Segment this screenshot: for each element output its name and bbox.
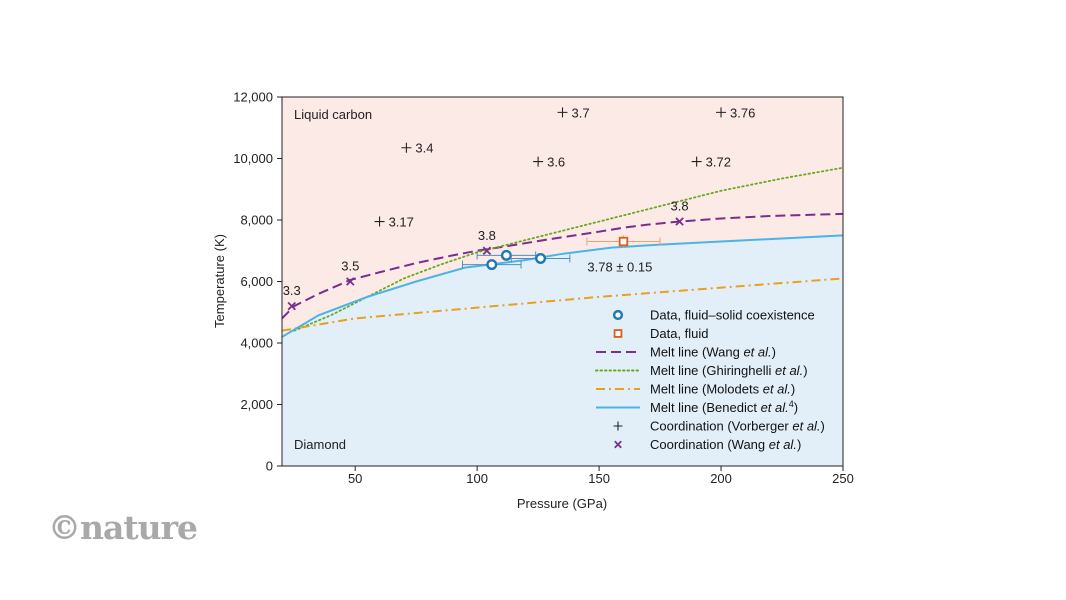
coordination-label: 3.3: [283, 283, 301, 298]
coordination-label: 3.5: [341, 259, 359, 274]
y-tick-label: 2,000: [240, 397, 273, 412]
coordination-label: 3.17: [389, 215, 414, 230]
legend-entry: Melt line (Benedict et al.4): [596, 399, 798, 415]
legend-entry: Melt line (Ghiringhelli et al.): [595, 363, 808, 378]
diamond-region: [282, 235, 843, 466]
region-label-liquid: Liquid carbon: [294, 107, 372, 122]
legend-label: Melt line (Wang et al.): [650, 345, 776, 360]
legend-label: Coordination (Vorberger et al.): [650, 419, 825, 434]
y-tick-label: 8,000: [240, 213, 273, 228]
x-marker: [346, 277, 355, 286]
x-marker: [482, 246, 492, 255]
x-axis-label: Pressure (GPa): [517, 496, 607, 511]
legend-label: Melt line (Molodets et al.): [650, 382, 795, 397]
legend-label: Data, fluid: [650, 326, 709, 341]
uncertainty-annotation: 3.78 ± 0.15: [587, 260, 652, 275]
x-tick-label: 150: [588, 471, 610, 486]
x-tick-label: 200: [710, 471, 732, 486]
region-label-solid: Diamond: [294, 437, 346, 452]
legend: Data, fluid–solid coexistence Data, fluid…: [595, 308, 825, 452]
y-tick-label: 6,000: [240, 274, 273, 289]
legend-entry: Melt line (Wang et al.): [596, 345, 776, 360]
y-axis-label: Temperature (K): [212, 234, 227, 328]
coordination-label: 3.6: [547, 155, 565, 170]
x-tick-label: 250: [832, 471, 854, 486]
coexistence-marker: [535, 252, 547, 264]
x-marker: [614, 440, 622, 449]
y-tick-label: 10,000: [233, 151, 273, 166]
x-marker: [675, 217, 684, 226]
melt-line-series: [282, 277, 843, 332]
phase-regions: [282, 97, 843, 466]
coordination-label: 3.72: [706, 155, 731, 170]
axes: 50 100 150 200 250 0 2,000 4,000 6,000 8,000 10,00…: [233, 90, 854, 487]
x-tick-label: 100: [466, 471, 488, 486]
plus-marker: [533, 156, 544, 167]
data-points: 3.17 3.4 3.6 3.7 3.72 3.76 3.3 3.5 3.8 3.8: [283, 105, 755, 311]
plus-marker: [401, 142, 412, 153]
legend-entry: Coordination (Wang et al.): [614, 437, 801, 452]
x-tick-label: 50: [348, 471, 362, 486]
plus-marker: [557, 107, 568, 118]
coexistence-marker: [500, 249, 512, 261]
plus-marker: [716, 107, 727, 118]
plus-marker: [691, 156, 702, 167]
coordination-label: 3.8: [478, 228, 496, 243]
legend-entry: Coordination (Vorberger et al.): [613, 419, 825, 434]
legend-entry: Melt line (Molodets et al.): [596, 382, 795, 397]
legend-label: Melt line (Benedict et al.4): [650, 399, 798, 415]
y-tick-label: 4,000: [240, 336, 273, 351]
coordination-label: 3.76: [730, 105, 755, 120]
coordination-label: 3.7: [572, 105, 590, 120]
y-tick-label: 12,000: [233, 90, 273, 105]
coordination-label: 3.8: [671, 199, 689, 214]
melt-line-series: [282, 234, 843, 338]
coexistence-marker: [486, 259, 498, 271]
coexistence-marker: [612, 309, 624, 321]
coordination-label: 3.4: [415, 141, 433, 156]
legend-label: Data, fluid–solid coexistence: [650, 308, 815, 323]
nature-watermark: ©nature: [48, 508, 198, 547]
y-tick-label: 0: [266, 459, 273, 474]
fluid-marker: [618, 236, 629, 247]
plus-marker: [613, 421, 623, 431]
fluid-marker: [613, 329, 623, 338]
legend-label: Melt line (Ghiringhelli et al.): [650, 363, 808, 378]
legend-label: Coordination (Wang et al.): [650, 437, 801, 452]
annotations: 3.78 ± 0.15: [587, 260, 652, 275]
x-marker: [287, 301, 296, 311]
legend-entry: Data, fluid–solid coexistence: [612, 308, 815, 323]
plus-marker: [374, 216, 385, 227]
legend-entry: Data, fluid: [613, 326, 709, 341]
